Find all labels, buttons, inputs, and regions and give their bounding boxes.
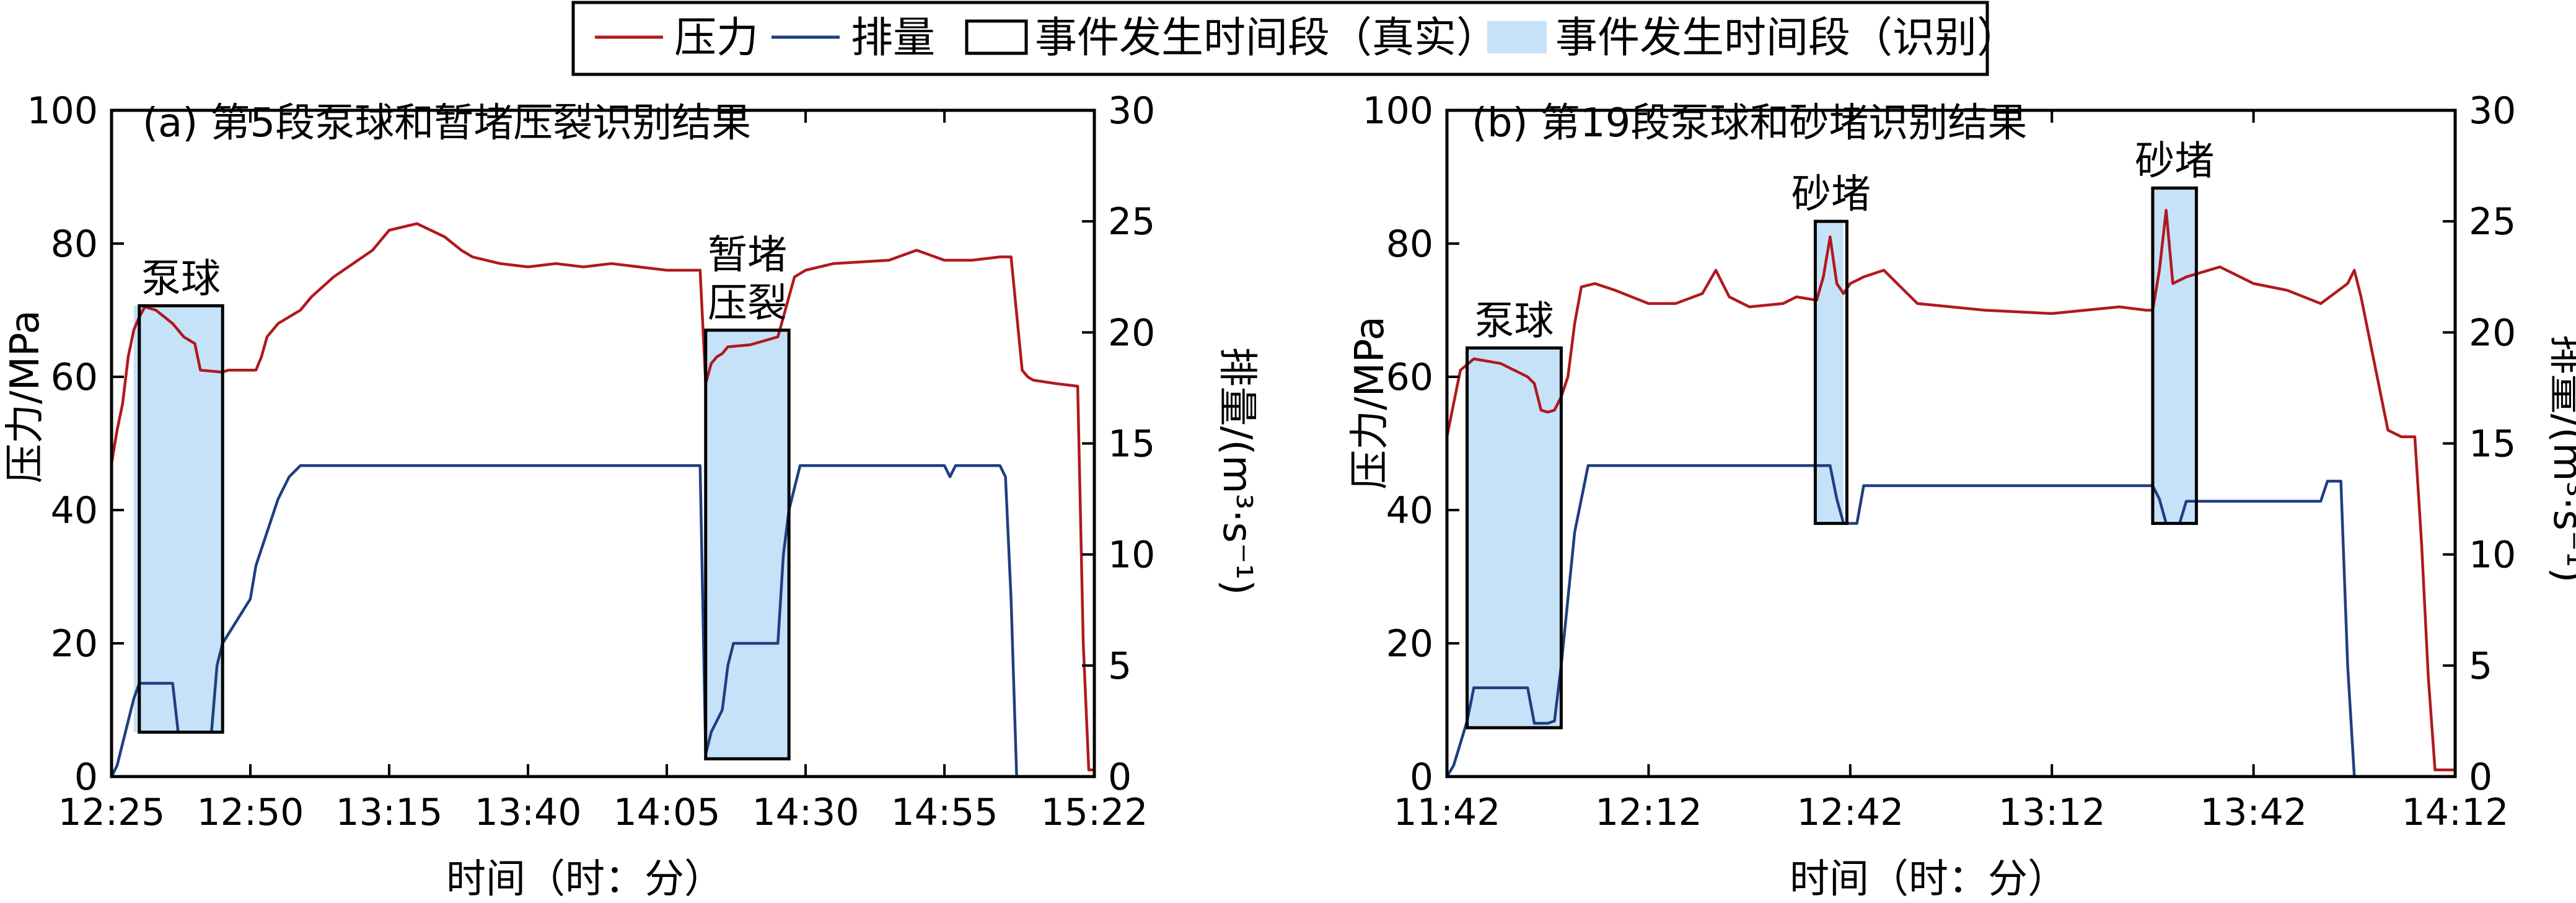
- panel-b-xtick-label-2: 12:42: [1796, 791, 1904, 834]
- panel-a-y2tick-label-1: 5: [1108, 645, 1132, 688]
- panel-b-y2tick-label-2: 10: [2469, 534, 2516, 577]
- panel-b-xlabel: 时间（时：分）: [1790, 857, 2067, 902]
- panel-b-event-label-1: 砂堵: [1791, 172, 1871, 218]
- panel-a-xlabel: 时间（时：分）: [446, 857, 724, 902]
- panel-a-y2tick-label-4: 20: [1108, 311, 1155, 355]
- panel-b-xtick-label-3: 13:12: [1998, 791, 2106, 834]
- panel-a-plot-frame: [110, 108, 1096, 778]
- panel-a-events-box: 泵球 暂堵压裂: [138, 232, 791, 760]
- panel-b-event-identified-2: [2152, 188, 2197, 524]
- panel-b-title: (b) 第19段泵球和砂堵识别结果: [1472, 100, 2027, 146]
- panel-b-event-identified-1: [1816, 221, 1844, 524]
- panel-a-xtick-label-0: 12:25: [58, 791, 165, 834]
- panel-a-ytick-label-2: 40: [51, 489, 98, 532]
- panel-a-xtick-label-3: 13:40: [475, 791, 582, 834]
- panel-a-y2tick-label-0: 0: [1108, 755, 1132, 799]
- panel-b-xtick-label-0: 11:42: [1394, 791, 1501, 834]
- panel-a-y2tick-label-5: 25: [1108, 200, 1155, 244]
- panel-a-event-label-1-line-1: 压裂: [708, 281, 787, 327]
- legend-true-box-label: 事件发生时间段（真实）: [1035, 14, 1498, 63]
- panel-b-ticks: 11:42 12:12 12:42 13:12 13:42 14:120204060801…: [1362, 89, 2516, 834]
- panel-b-y2tick-label-5: 25: [2469, 200, 2516, 244]
- panel-b-ytick-label-1: 20: [1386, 622, 1433, 666]
- panel-b-ytick-label-3: 60: [1386, 356, 1433, 399]
- panel-a-event-label-0: 泵球: [141, 256, 221, 302]
- panel-b-pressure-line: [1445, 209, 2455, 772]
- panel-b-y2tick-label-1: 5: [2469, 645, 2492, 688]
- panel-a-event-identified-1: [705, 330, 789, 759]
- panel-a-xtick-label-5: 14:30: [752, 791, 859, 834]
- panel-b-xtick-label-5: 14:12: [2402, 791, 2509, 834]
- panel-b-y2tick-label-4: 20: [2469, 311, 2516, 355]
- panel-a-ticks: 12:25 12:50 13:15 13:40 14:05 14:30 14:55 15:22…: [27, 89, 1155, 834]
- panel-a-ytick-label-1: 20: [51, 622, 98, 666]
- panel-a-xtick-label-7: 15:22: [1041, 791, 1148, 834]
- panel-b-plot-frame: [1445, 108, 2457, 778]
- legend-rate-label: 排量: [851, 14, 935, 63]
- legend-true-box-swatch: [965, 19, 1028, 55]
- panel-b-event-true-box-2: [2151, 186, 2198, 525]
- panel-b-y2tick-label-6: 30: [2469, 89, 2516, 133]
- panel-a-event-true-box-0: [138, 304, 224, 734]
- panel-b-xtick-label-4: 13:42: [2200, 791, 2307, 834]
- panel-a-y2tick-label-2: 10: [1108, 534, 1155, 577]
- panel-b-event-identified-0: [1467, 348, 1562, 728]
- panel-b-ylabel: 压力/MPa: [1347, 316, 1393, 490]
- panel-b-event-true-box-1: [1813, 219, 1848, 525]
- legend: 压力 排量 事件发生时间段（真实） 事件发生时间段（识别）: [571, 1, 2019, 76]
- panel-a-y2tick-label-3: 15: [1108, 423, 1155, 466]
- panel-a-y2label: 排量/(m³·s⁻¹): [1214, 347, 1260, 596]
- panel-a-event-true-box-1: [704, 328, 791, 760]
- panel-b-event-label-2: 砂堵: [2135, 138, 2214, 184]
- panel-a-ytick-label-4: 80: [51, 222, 98, 266]
- panel-a-ytick-label-0: 0: [74, 755, 98, 799]
- panel-a-ytick-label-3: 60: [51, 356, 98, 399]
- panel-a-ytick-label-5: 100: [27, 89, 98, 133]
- panel-b-y2tick-label-0: 0: [2469, 755, 2492, 799]
- panel-b-rate-line: [1446, 464, 2356, 778]
- panel-b-ytick-label-5: 100: [1362, 89, 1433, 133]
- panel-b-event-label-0: 泵球: [1474, 298, 1554, 344]
- panel-a-pressure-line: [110, 222, 1094, 772]
- panel-a-xtick-label-4: 14:05: [613, 791, 721, 834]
- panel-a-events-fill: [133, 306, 789, 759]
- panel-a-y2tick-label-6: 30: [1108, 89, 1155, 133]
- legend-identified-swatch: [1487, 21, 1547, 53]
- panel-b-y2tick-label-3: 15: [2469, 423, 2516, 466]
- panel-a-xtick-label-2: 13:15: [336, 791, 443, 834]
- panel-a-rate-line: [110, 464, 1018, 778]
- panel-a-title: (a) 第5段泵球和暂堵压裂识别结果: [143, 100, 751, 146]
- panel-b-event-true-box-0: [1466, 346, 1563, 729]
- panel-a: 泵球 暂堵压裂 12:25 12:50 13:15 13:40 14:05 14:30 14:…: [2, 89, 1260, 902]
- legend-identified-label: 事件发生时间段（识别）: [1555, 14, 2019, 63]
- panel-b-ytick-label-0: 0: [1410, 755, 1433, 799]
- panel-b-y2label: 排量/(m³·s⁻¹): [2544, 335, 2576, 583]
- panel-a-ylabel: 压力/MPa: [2, 310, 48, 483]
- panel-a-event-identified-0: [133, 306, 223, 733]
- panel-a-event-label-1-line-0: 暂堵: [708, 232, 787, 278]
- panel-a-xtick-label-6: 14:55: [891, 791, 998, 834]
- panel-a-xtick-label-1: 12:50: [197, 791, 304, 834]
- panel-b-xtick-label-1: 12:12: [1595, 791, 1702, 834]
- panel-b-ytick-label-2: 40: [1386, 489, 1433, 532]
- legend-pressure-label: 压力: [674, 14, 758, 63]
- panel-b-events-fill: [1467, 188, 2197, 728]
- panel-b-ytick-label-4: 80: [1386, 222, 1433, 266]
